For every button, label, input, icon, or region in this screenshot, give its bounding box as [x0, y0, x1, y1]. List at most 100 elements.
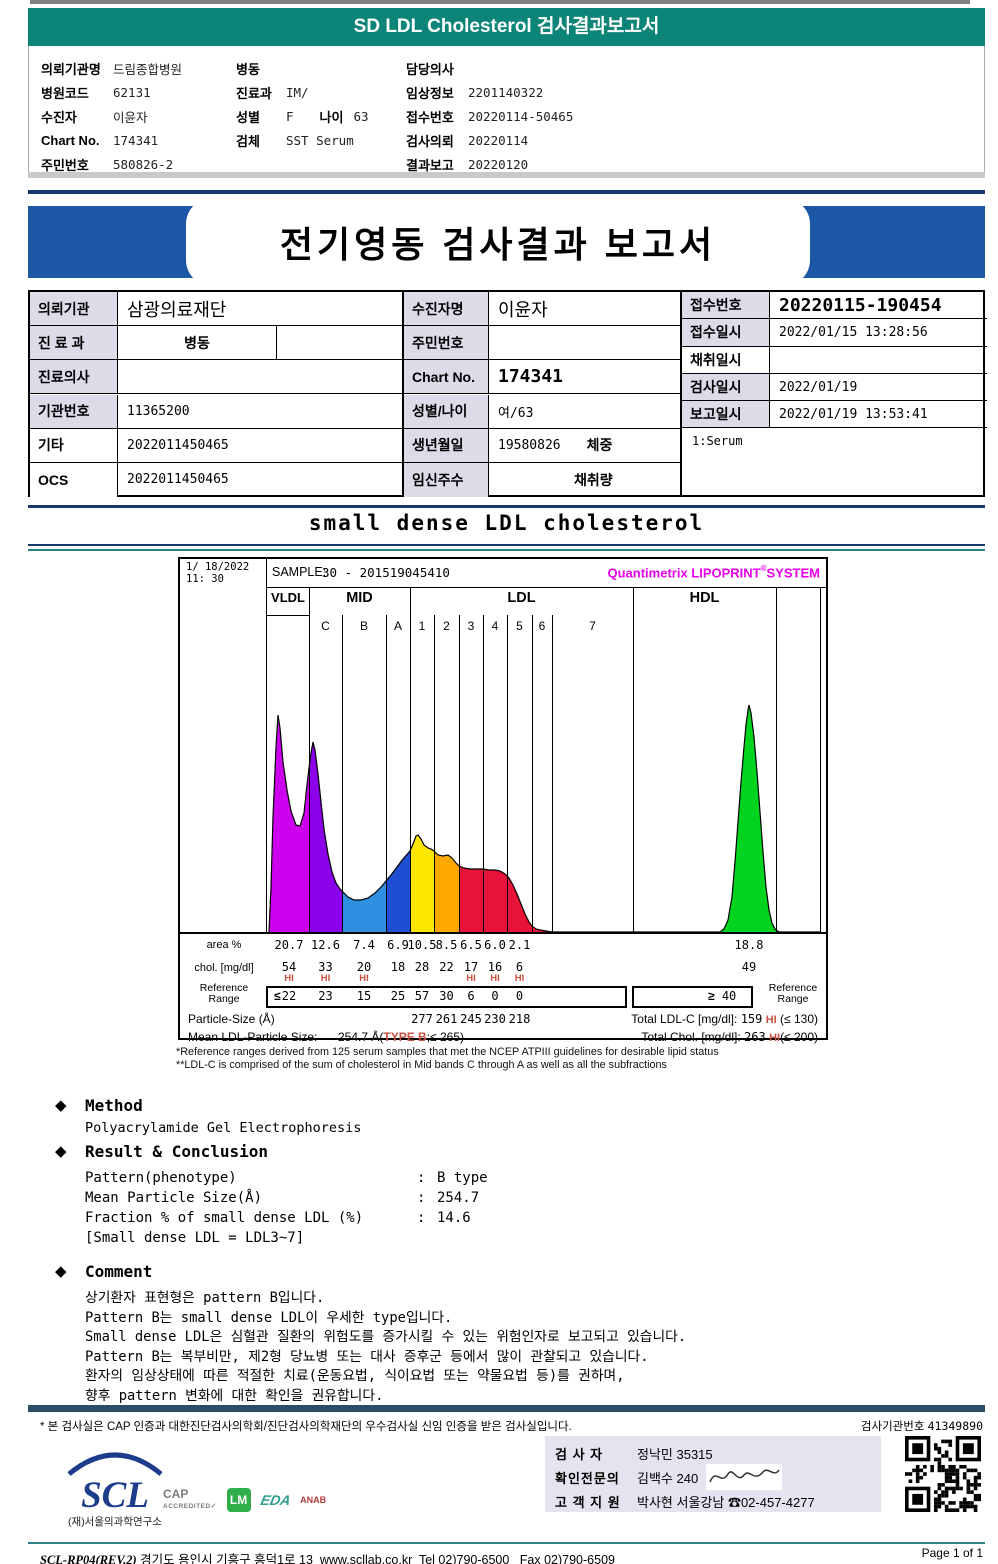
chol-value: 20 [357, 960, 371, 974]
text: 22 [439, 960, 454, 974]
text: 0 [515, 989, 524, 1003]
row-value-text: 19580826 [498, 437, 561, 453]
info-field-value: SST Serum [286, 132, 354, 148]
report-title-pill: 전기영동 검사결과 보고서 [186, 198, 810, 286]
table-row: 주민번호 [404, 326, 682, 361]
table-row: 접수일시 2022/01/15 13:28:56 [682, 319, 987, 347]
text: HI [765, 1014, 777, 1026]
signature-row-label: 검 사 자 [555, 1446, 604, 1462]
text: 30 - 201519045410 [322, 565, 450, 580]
table-row: 검사일시 2022/01/19 [682, 373, 987, 402]
row-label: 기관번호 [30, 394, 118, 428]
band-sub-label-1: 1 [419, 619, 426, 633]
info-field-label: 검사의뢰 [406, 133, 454, 149]
area-value: 7.4 [353, 938, 375, 952]
info-field: 병동 [236, 56, 369, 80]
info-field-value: F [286, 108, 294, 124]
row-value-text: 2022/01/15 13:28:56 [779, 324, 928, 340]
area-value: 12.6 [311, 938, 340, 952]
text: 6 [538, 619, 546, 633]
info-column-3: 담당의사 임상정보 2201140322 접수번호 20220114-50465 검사의뢰… [406, 56, 573, 176]
grid-vline [386, 615, 387, 932]
text: VLDL [271, 590, 305, 605]
method-bullet: ◆ [55, 1097, 67, 1114]
patient-info-box: 의뢰기관명 드림종합병원 병원코드 62131 수진자 이윤자 Chart No. 17434… [28, 46, 985, 173]
chol-value: 17 [464, 960, 478, 974]
text: 40 [714, 989, 737, 1003]
ref-range-box-high [632, 986, 753, 1008]
accreditation-note: * 본 검사실은 CAP 인증과 대한진단검사의학회/진단검사의학재단의 우수검… [40, 1421, 572, 1433]
grid-vline [633, 587, 634, 932]
text: 218 [508, 1012, 531, 1026]
report-header-title: SD LDL Cholesterol 검사결과보고서 [28, 8, 985, 46]
chol-value: 18 [391, 960, 405, 974]
text: 15 [356, 989, 372, 1003]
order-info-table: 의뢰기관 삼광의료재단 진 료 과 병동 진료의사 기관번호 11365200 기타 20220… [28, 290, 987, 497]
result-value: 254.7 [437, 1190, 480, 1206]
row-value-text: 174341 [498, 366, 564, 388]
grey-divider [28, 172, 985, 178]
text: 277 [411, 1012, 433, 1026]
text: 245 [460, 1012, 482, 1026]
area-row-label: area % [188, 939, 260, 951]
row-value-text: 2022/01/19 [779, 379, 858, 395]
text: C [321, 619, 330, 633]
row-value: 2022/01/19 13:53:41 [770, 401, 987, 427]
row-value: 삼광의료재단 [118, 292, 402, 325]
chart-footnotes: *Reference ranges derived from 125 serum… [176, 1046, 719, 1072]
text: 18.8 [734, 938, 764, 952]
info-column-2: 병동 진료과 IM/성별 F 나이 63 검체 SST Serum [236, 56, 369, 152]
comment-line: 향후 pattern 변화에 대한 확인을 권유합니다. [85, 1387, 384, 1404]
info-field-value: IM/ [286, 84, 309, 100]
comment-bullet: ◆ [55, 1263, 67, 1280]
row-value: 11365200 [118, 395, 402, 428]
info-field-label: Chart No. [41, 132, 100, 148]
area-value: 6.5 [460, 938, 482, 952]
text: 23 [318, 989, 333, 1003]
grid-vline [532, 615, 533, 932]
footer-navy-bar [28, 1405, 985, 1412]
area-value: 2.1 [509, 938, 531, 952]
ref-range-box-low [266, 986, 627, 1008]
text: ;≤ 265) [426, 1030, 464, 1044]
row-value: 2022011450465 [118, 463, 402, 497]
grid-vline [309, 587, 310, 932]
ref-value: 6 [467, 989, 474, 1003]
info-field-value: 이윤자 [113, 109, 148, 125]
text: 22 [281, 989, 297, 1003]
chol-value: 54 [282, 960, 296, 974]
band-sub-label-5: 5 [516, 619, 523, 633]
top-edge-strip [30, 0, 970, 4]
info-field: 병원코드 62131 [41, 80, 182, 104]
row-value: 19580826 체중 [489, 429, 682, 462]
info-field: Chart No. 174341 [41, 128, 182, 152]
info-field-label: 병동 [236, 61, 260, 77]
text: 49 [741, 960, 757, 974]
text: 10.5 [407, 938, 437, 952]
band-sub-label-3: 3 [468, 619, 475, 633]
chol-hi-flag: HI [466, 973, 476, 984]
info-field: 검사의뢰 20220114 [406, 128, 573, 152]
table-row: 의뢰기관 삼광의료재단 [30, 292, 402, 327]
result-heading: Result & Conclusion [85, 1142, 269, 1161]
signature-row-value: 김백수 240 [637, 1470, 699, 1486]
band-group-label-VLDL: VLDL [271, 590, 305, 605]
inline-label: 채취량 [574, 471, 613, 488]
row-label: 생년월일 [404, 428, 489, 462]
text: 20 [356, 960, 372, 974]
scl-logo-text: SCL [81, 1475, 149, 1516]
info-field-label: 성별 [236, 109, 260, 125]
row-label: 진 료 과 [30, 326, 118, 360]
text: 18 [390, 960, 406, 974]
result-label: [Small dense LDL = LDL3~7] [85, 1230, 305, 1246]
result-colon: : [417, 1170, 426, 1186]
band-sub-label-7: 7 [589, 619, 596, 633]
grid-vline [552, 615, 553, 932]
info-field-value: 20220114-50465 [468, 108, 574, 124]
text: 6.9 [387, 938, 409, 952]
area-value: 8.5 [436, 938, 458, 952]
chol-value: 49 [742, 960, 756, 974]
row-value: 채취량 [489, 463, 682, 497]
row-label: 기타 [30, 428, 118, 462]
